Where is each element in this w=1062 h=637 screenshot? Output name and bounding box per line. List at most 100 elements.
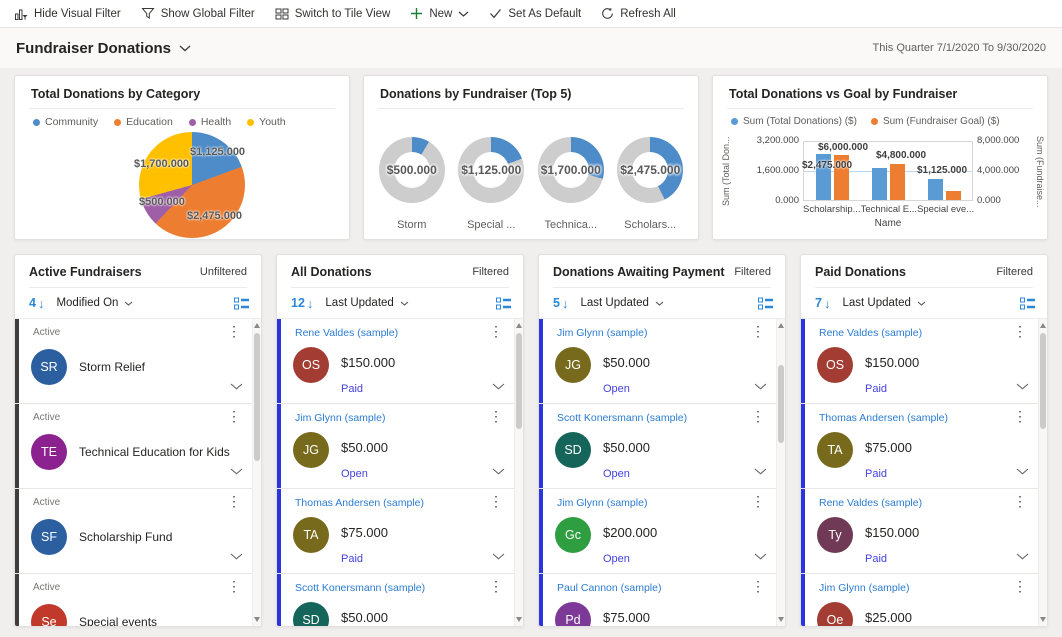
list-scrollbar[interactable] xyxy=(514,319,523,626)
sort-field-label[interactable]: Modified On xyxy=(56,297,119,309)
filter-status-label[interactable]: Filtered xyxy=(734,266,771,278)
card-view-icon[interactable] xyxy=(234,297,249,310)
card-view-icon[interactable] xyxy=(496,297,511,310)
scrollbar-thumb[interactable] xyxy=(1040,333,1046,429)
more-options-icon[interactable]: ⋮ xyxy=(489,578,503,594)
dashboard-selector-chevron-icon[interactable] xyxy=(179,39,191,57)
legend-item[interactable]: Sum (Total Donations) ($) xyxy=(731,116,857,127)
expand-chevron-icon[interactable] xyxy=(1016,547,1029,565)
donation-list-item[interactable]: Rene Valdes (sample) ⋮ OS $150.000 Paid xyxy=(277,319,523,404)
hide-visual-filter-button[interactable]: Hide Visual Filter xyxy=(4,0,131,27)
more-options-icon[interactable]: ⋮ xyxy=(751,323,765,339)
legend-item[interactable]: Youth xyxy=(247,116,286,128)
donor-name-link[interactable]: Jim Glynn (sample) xyxy=(295,412,386,424)
legend-item[interactable]: Health xyxy=(188,116,231,128)
scroll-up-arrow[interactable] xyxy=(516,323,522,328)
expand-chevron-icon[interactable] xyxy=(230,547,243,565)
donation-list-item[interactable]: Scott Konersmann (sample) ⋮ SD $50.000 xyxy=(277,574,523,626)
more-options-icon[interactable]: ⋮ xyxy=(227,578,241,594)
more-options-icon[interactable]: ⋮ xyxy=(227,493,241,509)
refresh-all-button[interactable]: Refresh All xyxy=(591,0,686,27)
donation-list-item[interactable]: Jim Glynn (sample) ⋮ Gc $200.000 Open xyxy=(539,489,785,574)
bar[interactable] xyxy=(815,154,831,200)
scroll-up-arrow[interactable] xyxy=(1040,323,1046,328)
scrollbar-thumb[interactable] xyxy=(254,333,260,461)
bar[interactable] xyxy=(889,164,905,200)
chevron-down-icon[interactable] xyxy=(917,301,926,306)
bar[interactable] xyxy=(871,168,887,200)
donation-list-item[interactable]: Rene Valdes (sample) ⋮ OS $150.000 Paid xyxy=(801,319,1047,404)
scroll-down-arrow[interactable] xyxy=(516,617,522,622)
card-view-icon[interactable] xyxy=(1020,297,1035,310)
expand-chevron-icon[interactable] xyxy=(492,377,505,395)
expand-chevron-icon[interactable] xyxy=(754,377,767,395)
more-options-icon[interactable]: ⋮ xyxy=(227,408,241,424)
donation-list-item[interactable]: Jim Glynn (sample) ⋮ JG $50.000 Open xyxy=(277,404,523,489)
more-options-icon[interactable]: ⋮ xyxy=(227,323,241,339)
chevron-down-icon[interactable] xyxy=(655,301,664,306)
expand-chevron-icon[interactable] xyxy=(492,462,505,480)
donor-name-link[interactable]: Jim Glynn (sample) xyxy=(557,327,648,339)
sort-descending-icon[interactable]: ↓ xyxy=(561,295,569,311)
sort-descending-icon[interactable]: ↓ xyxy=(37,295,45,311)
sort-field-label[interactable]: Last Updated xyxy=(325,297,394,309)
more-options-icon[interactable]: ⋮ xyxy=(751,493,765,509)
donut-chart[interactable]: $2,475.000 xyxy=(617,137,684,203)
donor-name-link[interactable]: Scott Konersmann (sample) xyxy=(295,582,426,594)
expand-chevron-icon[interactable] xyxy=(754,462,767,480)
bar[interactable] xyxy=(833,155,849,200)
show-global-filter-button[interactable]: Show Global Filter xyxy=(131,0,265,27)
more-options-icon[interactable]: ⋮ xyxy=(489,408,503,424)
donor-name-link[interactable]: Thomas Andersen (sample) xyxy=(295,497,424,509)
donor-name-link[interactable]: Jim Glynn (sample) xyxy=(819,582,910,594)
switch-to-tile-view-button[interactable]: Switch to Tile View xyxy=(265,0,401,27)
more-options-icon[interactable]: ⋮ xyxy=(489,323,503,339)
donation-list-item[interactable]: Rene Valdes (sample) ⋮ Ty $150.000 Paid xyxy=(801,489,1047,574)
sort-field-label[interactable]: Last Updated xyxy=(842,297,911,309)
list-scrollbar[interactable] xyxy=(776,319,785,626)
expand-chevron-icon[interactable] xyxy=(492,547,505,565)
bar-plot-area[interactable] xyxy=(803,141,973,201)
scrollbar-thumb[interactable] xyxy=(778,365,784,443)
chevron-down-icon[interactable] xyxy=(400,301,409,306)
pie-chart[interactable] xyxy=(139,132,245,238)
donation-list-item[interactable]: Thomas Andersen (sample) ⋮ TA $75.000 Pa… xyxy=(277,489,523,574)
set-as-default-button[interactable]: Set As Default xyxy=(479,0,591,27)
chevron-down-icon[interactable] xyxy=(124,301,133,306)
filter-status-label[interactable]: Filtered xyxy=(996,266,1033,278)
legend-item[interactable]: Education xyxy=(114,116,173,128)
scroll-up-arrow[interactable] xyxy=(778,323,784,328)
expand-chevron-icon[interactable] xyxy=(754,547,767,565)
donor-name-link[interactable]: Rene Valdes (sample) xyxy=(295,327,399,339)
more-options-icon[interactable]: ⋮ xyxy=(1013,578,1027,594)
fundraiser-list-item[interactable]: Active ⋮ SF Scholarship Fund xyxy=(15,489,261,574)
legend-item[interactable]: Sum (Fundraiser Goal) ($) xyxy=(870,116,1000,127)
filter-status-label[interactable]: Filtered xyxy=(472,266,509,278)
donor-name-link[interactable]: Rene Valdes (sample) xyxy=(819,327,923,339)
scroll-up-arrow[interactable] xyxy=(254,323,260,328)
more-options-icon[interactable]: ⋮ xyxy=(1013,408,1027,424)
new-button[interactable]: New xyxy=(400,0,479,27)
donation-list-item[interactable]: Jim Glynn (sample) ⋮ Oe $25.000 xyxy=(801,574,1047,626)
donut-chart[interactable]: $500.000 xyxy=(378,137,445,203)
more-options-icon[interactable]: ⋮ xyxy=(1013,493,1027,509)
sort-field-label[interactable]: Last Updated xyxy=(580,297,649,309)
donut-chart[interactable]: $1,125.000 xyxy=(458,137,525,203)
more-options-icon[interactable]: ⋮ xyxy=(489,493,503,509)
fundraiser-list-item[interactable]: Active ⋮ Se Special events xyxy=(15,574,261,626)
fundraiser-list-item[interactable]: Active ⋮ TE Technical Education for Kids xyxy=(15,404,261,489)
sort-descending-icon[interactable]: ↓ xyxy=(306,295,314,311)
expand-chevron-icon[interactable] xyxy=(230,377,243,395)
donation-list-item[interactable]: Scott Konersmann (sample) ⋮ SD $50.000 O… xyxy=(539,404,785,489)
donor-name-link[interactable]: Paul Cannon (sample) xyxy=(557,582,662,594)
donor-name-link[interactable]: Jim Glynn (sample) xyxy=(557,497,648,509)
legend-item[interactable]: Community xyxy=(33,116,98,128)
more-options-icon[interactable]: ⋮ xyxy=(1013,323,1027,339)
donation-list-item[interactable]: Jim Glynn (sample) ⋮ JG $50.000 Open xyxy=(539,319,785,404)
fundraiser-list-item[interactable]: Active ⋮ SR Storm Relief xyxy=(15,319,261,404)
donut-chart[interactable]: $1,700.000 xyxy=(537,137,604,203)
donation-list-item[interactable]: Thomas Andersen (sample) ⋮ TA $75.000 Pa… xyxy=(801,404,1047,489)
sort-descending-icon[interactable]: ↓ xyxy=(823,295,831,311)
donation-list-item[interactable]: Paul Cannon (sample) ⋮ Pd $75.000 xyxy=(539,574,785,626)
scroll-down-arrow[interactable] xyxy=(1040,617,1046,622)
